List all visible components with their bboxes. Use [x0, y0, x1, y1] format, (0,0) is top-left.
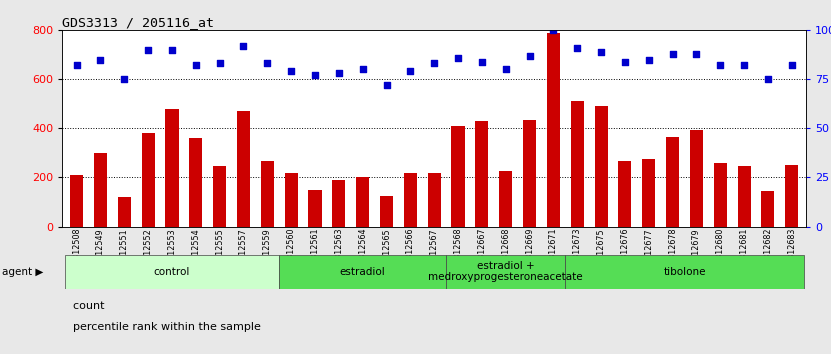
Bar — [308, 190, 322, 227]
Bar — [70, 175, 83, 227]
Point — [737, 63, 750, 68]
Point — [427, 61, 440, 66]
Point — [714, 63, 727, 68]
Point — [499, 67, 513, 72]
Bar — [785, 165, 799, 227]
Point — [261, 61, 274, 66]
Bar — [594, 106, 607, 227]
Bar — [94, 153, 107, 227]
Bar — [189, 138, 203, 227]
Text: tibolone: tibolone — [663, 267, 706, 277]
Point — [165, 47, 179, 52]
Bar — [356, 177, 369, 227]
Bar — [571, 101, 584, 227]
Point — [666, 51, 679, 57]
Point — [642, 57, 656, 62]
Point — [594, 49, 607, 55]
Bar — [666, 137, 679, 227]
Point — [189, 63, 203, 68]
Point — [404, 69, 417, 74]
Bar — [714, 163, 727, 227]
Bar — [165, 109, 179, 227]
Bar — [642, 159, 656, 227]
Bar — [404, 172, 417, 227]
Point — [118, 76, 131, 82]
Text: GDS3313 / 205116_at: GDS3313 / 205116_at — [62, 16, 214, 29]
Point — [237, 43, 250, 48]
Bar — [213, 166, 226, 227]
Text: estradiol: estradiol — [340, 267, 386, 277]
Point — [356, 67, 369, 72]
Point — [475, 59, 489, 64]
Text: count: count — [66, 301, 105, 311]
Point — [785, 63, 799, 68]
Bar — [738, 166, 750, 227]
Point — [284, 69, 297, 74]
Bar — [118, 197, 130, 227]
Point — [308, 73, 322, 78]
Bar — [451, 126, 465, 227]
Point — [213, 61, 226, 66]
Bar — [761, 191, 774, 227]
Bar — [523, 120, 536, 227]
Text: control: control — [154, 267, 190, 277]
Bar — [261, 161, 274, 227]
Point — [571, 45, 584, 51]
Point — [70, 63, 83, 68]
Point — [94, 57, 107, 62]
Point — [380, 82, 393, 88]
Point — [547, 27, 560, 33]
Point — [690, 51, 703, 57]
Bar — [475, 121, 489, 227]
Bar — [446, 255, 565, 289]
Text: percentile rank within the sample: percentile rank within the sample — [66, 322, 262, 332]
Bar — [428, 172, 440, 227]
Bar — [380, 196, 393, 227]
Bar — [547, 33, 560, 227]
Bar — [279, 255, 446, 289]
Bar — [690, 130, 703, 227]
Point — [332, 70, 346, 76]
Point — [618, 59, 632, 64]
Bar — [332, 180, 346, 227]
Bar — [618, 161, 632, 227]
Text: agent ▶: agent ▶ — [2, 267, 43, 277]
Point — [761, 76, 774, 82]
Bar — [565, 255, 804, 289]
Bar — [65, 255, 279, 289]
Point — [141, 47, 155, 52]
Point — [523, 53, 536, 58]
Bar — [284, 172, 297, 227]
Bar — [499, 171, 512, 227]
Bar — [237, 111, 250, 227]
Text: estradiol +
medroxyprogesteroneacetate: estradiol + medroxyprogesteroneacetate — [429, 261, 583, 282]
Point — [451, 55, 465, 61]
Bar — [141, 133, 155, 227]
